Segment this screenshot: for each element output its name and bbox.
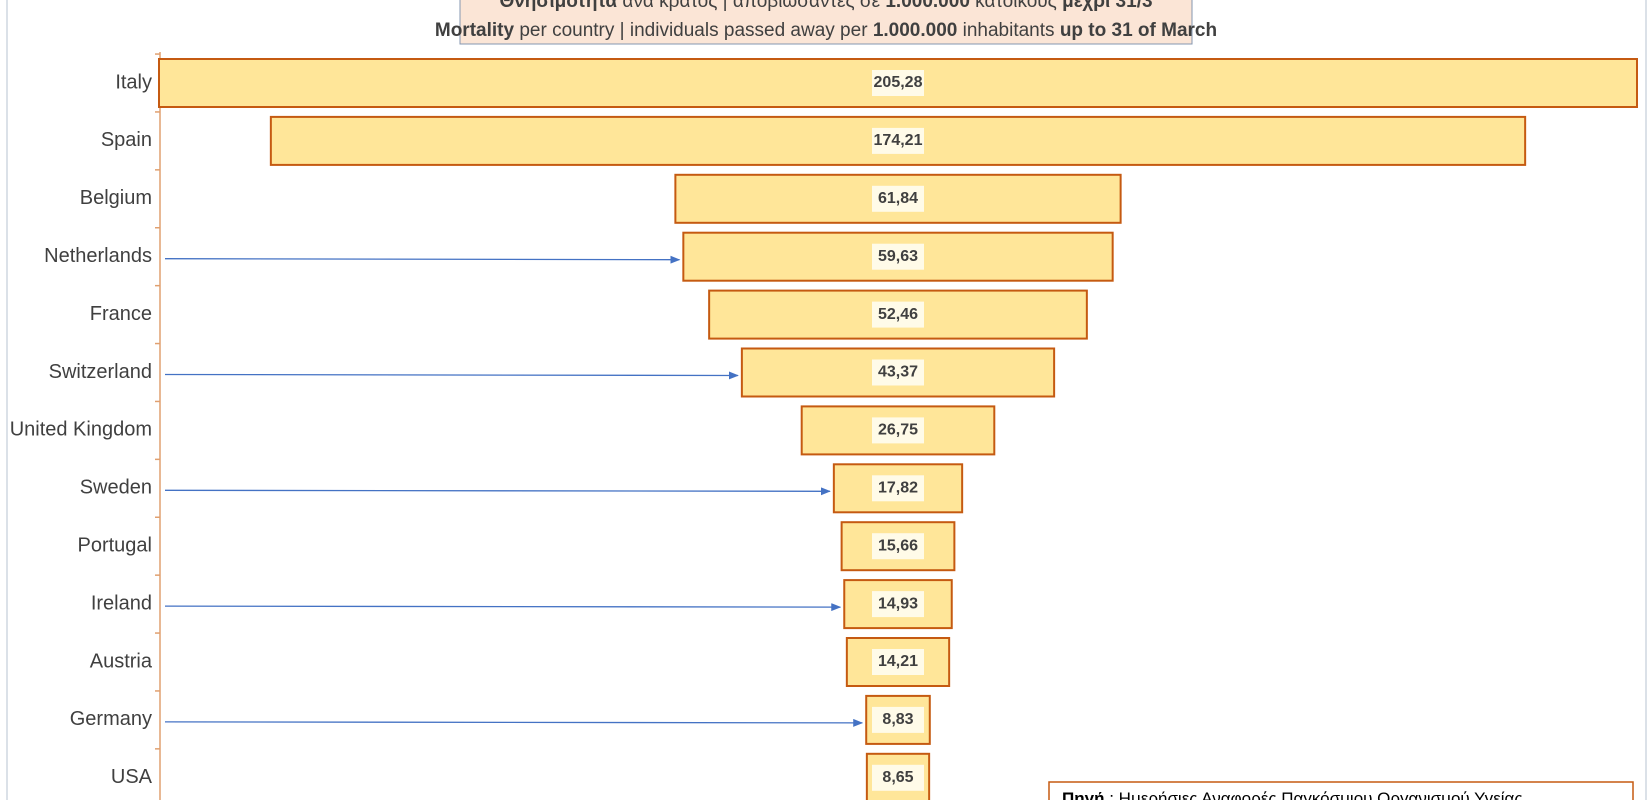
category-label: Germany [70, 708, 152, 730]
chart-title: Θνησιμότητα ανά κράτος | αποβιώσαντες σε… [499, 0, 1152, 12]
source-part: : Ημερήσιες Αναφορές Παγκόσμιου Οργανισμ… [1105, 789, 1523, 800]
category-label: Belgium [80, 187, 152, 209]
value-label-bg [872, 185, 924, 212]
bar [708, 289, 1088, 340]
value-label: 14,93 [878, 595, 918, 612]
value-label-bg [872, 243, 924, 270]
source-note: Πηγή : Ημερήσιες Αναφορές Παγκόσμιου Οργ… [1062, 789, 1523, 800]
category-label: Portugal [78, 534, 153, 556]
value-label: 17,82 [878, 480, 918, 497]
source-box [1048, 781, 1634, 800]
category-label: United Kingdom [10, 419, 152, 441]
value-label-bg [872, 301, 924, 328]
value-label: 43,37 [878, 364, 918, 381]
category-label: France [90, 303, 152, 325]
bar [840, 521, 956, 572]
title-part: Mortality [435, 20, 515, 41]
value-label-bg [872, 127, 924, 154]
value-label-bg [872, 706, 924, 733]
category-label: Austria [90, 650, 153, 672]
value-label: 205,28 [874, 74, 923, 91]
value-label-bg [872, 417, 924, 444]
value-label: 15,66 [878, 537, 918, 554]
arrow [164, 371, 739, 380]
title-part: ανά κράτος | αποβιώσαντες σε [617, 0, 885, 12]
category-label: Netherlands [44, 245, 152, 267]
value-label-bg [872, 70, 924, 96]
category-label: Ireland [91, 592, 152, 614]
value-label-bg [872, 533, 924, 560]
title-part: κατοίκους [970, 0, 1062, 12]
value-label: 52,46 [878, 306, 918, 323]
source-part: Πηγή [1062, 789, 1105, 800]
title-box [459, 0, 1193, 45]
title-part: 1.000.000 [885, 0, 970, 12]
category-label: Italy [115, 71, 152, 93]
value-label-bg [872, 359, 924, 386]
value-label: 26,75 [878, 422, 918, 439]
value-label: 61,84 [878, 190, 918, 207]
value-label: 14,21 [878, 653, 918, 670]
arrow [164, 255, 681, 264]
value-label: 8,65 [882, 769, 913, 786]
title-part: up to 31 of March [1060, 20, 1217, 41]
chart-border [6, 0, 1647, 800]
value-label-bg [872, 591, 924, 618]
arrow [164, 718, 864, 727]
title-part: Θνησιμότητα [499, 0, 617, 12]
value-label-bg [872, 475, 924, 502]
arrow [164, 603, 842, 612]
title-part: μέχρι 31/3 [1062, 0, 1152, 12]
value-label-bg [872, 764, 924, 791]
arrow [164, 487, 831, 496]
value-label-bg [872, 649, 924, 675]
title-part: per country | individuals passed away pe… [514, 20, 873, 41]
category-label: Switzerland [49, 361, 152, 383]
bar [269, 115, 1527, 166]
value-label: 59,63 [878, 248, 918, 265]
title-part: 1.000.000 [873, 20, 958, 41]
category-label: Sweden [80, 477, 152, 499]
category-label: USA [111, 766, 153, 788]
chart-title: Mortality per country | individuals pass… [435, 20, 1217, 41]
category-label: Spain [101, 129, 152, 151]
title-part: inhabitants [957, 20, 1059, 41]
value-label: 174,21 [874, 132, 923, 149]
value-label: 8,83 [882, 711, 913, 728]
